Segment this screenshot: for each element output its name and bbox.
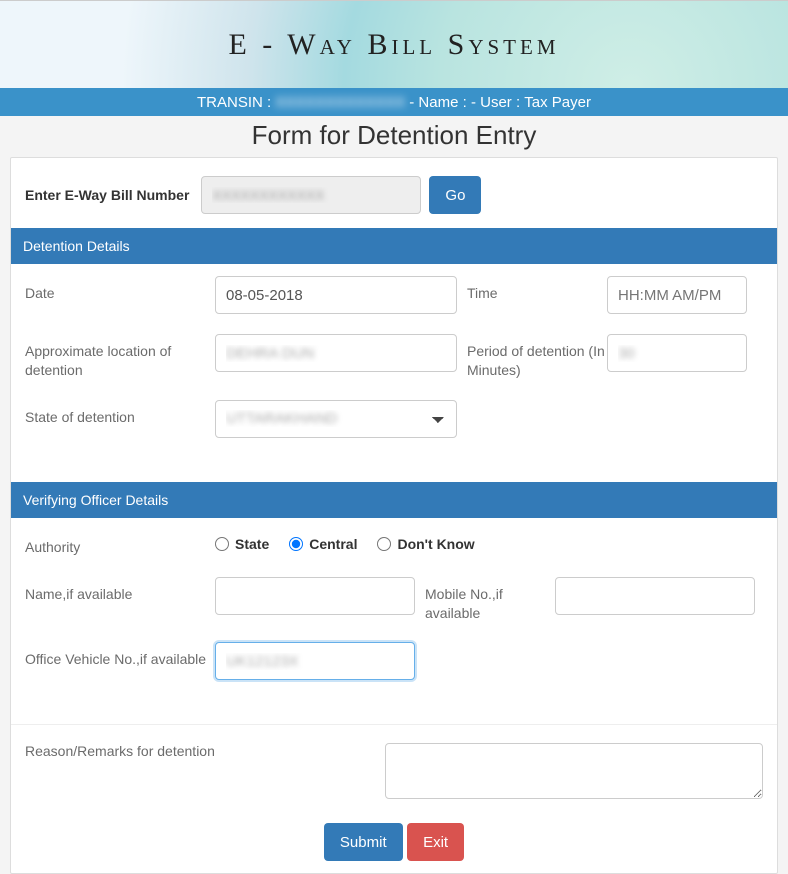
form-card: Enter E-Way Bill Number Go Detention Det… xyxy=(10,157,778,874)
officer-panel: Authority State Central Don't Know Name,… xyxy=(11,518,777,725)
remarks-label: Reason/Remarks for detention xyxy=(25,743,385,799)
action-row: Submit Exit xyxy=(11,817,777,873)
authority-dontknow-option[interactable]: Don't Know xyxy=(377,536,474,552)
page-title: Form for Detention Entry xyxy=(0,116,788,157)
user-label: User : xyxy=(480,94,520,111)
banner-title: E - Way Bill System xyxy=(228,28,559,62)
radio-central[interactable] xyxy=(289,537,303,551)
detention-section-header: Detention Details xyxy=(11,228,777,264)
state-label: State of detention xyxy=(25,400,215,427)
radio-state[interactable] xyxy=(215,537,229,551)
mobile-label: Mobile No.,if available xyxy=(415,577,555,623)
ewb-number-input[interactable] xyxy=(201,176,421,214)
officer-section-header: Verifying Officer Details xyxy=(11,482,777,518)
go-button[interactable]: Go xyxy=(429,176,481,214)
info-bar: TRANSIN : XXXXXXXXXXXXX - Name : - User … xyxy=(0,88,788,116)
remarks-row: Reason/Remarks for detention xyxy=(11,724,777,817)
state-select[interactable]: UTTARAKHAND xyxy=(215,400,457,438)
date-input[interactable] xyxy=(215,276,457,314)
vehicle-label: Office Vehicle No.,if available xyxy=(25,642,215,669)
radio-dontknow-label: Don't Know xyxy=(397,536,474,552)
radio-dontknow[interactable] xyxy=(377,537,391,551)
banner: E - Way Bill System xyxy=(0,0,788,88)
time-input[interactable] xyxy=(607,276,747,314)
detention-panel: Date Time Approximate location of detent… xyxy=(11,264,777,482)
officer-name-input[interactable] xyxy=(215,577,415,615)
authority-label: Authority xyxy=(25,530,215,557)
transin-value: XXXXXXXXXXXXX xyxy=(275,94,405,111)
period-label: Period of detention (In Minutes) xyxy=(457,334,607,380)
officer-name-label: Name,if available xyxy=(25,577,215,604)
radio-state-label: State xyxy=(235,536,269,552)
mobile-input[interactable] xyxy=(555,577,755,615)
name-label: - Name : xyxy=(409,94,467,111)
authority-state-option[interactable]: State xyxy=(215,536,269,552)
radio-central-label: Central xyxy=(309,536,357,552)
location-input[interactable] xyxy=(215,334,457,372)
submit-button[interactable]: Submit xyxy=(324,823,403,861)
ewb-row: Enter E-Way Bill Number Go xyxy=(11,158,777,228)
transin-label: TRANSIN : xyxy=(197,94,271,111)
remarks-textarea[interactable] xyxy=(385,743,763,799)
date-label: Date xyxy=(25,276,215,303)
user-value: Tax Payer xyxy=(524,94,591,111)
vehicle-input[interactable] xyxy=(215,642,415,680)
name-value: - xyxy=(471,94,476,111)
authority-central-option[interactable]: Central xyxy=(289,536,357,552)
exit-button[interactable]: Exit xyxy=(407,823,464,861)
period-input[interactable] xyxy=(607,334,747,372)
ewb-label: Enter E-Way Bill Number xyxy=(25,187,189,203)
time-label: Time xyxy=(457,276,607,303)
location-label: Approximate location of detention xyxy=(25,334,215,380)
